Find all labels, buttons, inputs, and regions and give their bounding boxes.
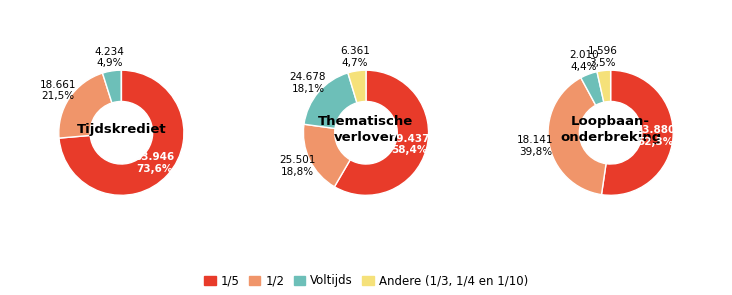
Text: 63.946
73,6%: 63.946 73,6% (135, 153, 175, 174)
Wedge shape (59, 70, 184, 195)
Text: 79.437
58,4%: 79.437 58,4% (389, 134, 430, 155)
Text: 23.880
52,3%: 23.880 52,3% (635, 125, 676, 147)
Wedge shape (304, 124, 350, 187)
Text: 18.141
39,8%: 18.141 39,8% (518, 135, 553, 157)
Text: 4.234
4,9%: 4.234 4,9% (94, 47, 124, 68)
Wedge shape (348, 70, 366, 103)
Text: 24.678
18,1%: 24.678 18,1% (290, 72, 326, 94)
Legend: 1/5, 1/2, Voltijds, Andere (1/3, 1/4 en 1/10): 1/5, 1/2, Voltijds, Andere (1/3, 1/4 en … (199, 270, 533, 292)
Text: 2.010
4,4%: 2.010 4,4% (569, 50, 599, 72)
Text: 25.501
18,8%: 25.501 18,8% (279, 155, 315, 177)
Wedge shape (548, 78, 606, 195)
Wedge shape (304, 73, 357, 129)
Wedge shape (597, 70, 610, 102)
Wedge shape (102, 70, 122, 103)
Wedge shape (602, 70, 673, 195)
Text: Tijdskrediet: Tijdskrediet (77, 123, 166, 136)
Wedge shape (59, 73, 112, 138)
Text: 6.361
4,7%: 6.361 4,7% (340, 46, 370, 68)
Text: 18.661
21,5%: 18.661 21,5% (40, 80, 76, 101)
Text: Thematische
verloven: Thematische verloven (318, 115, 414, 144)
Text: Loopbaan-
onderbreking: Loopbaan- onderbreking (560, 115, 661, 144)
Wedge shape (580, 72, 604, 105)
Wedge shape (335, 70, 428, 195)
Text: 1.596
3,5%: 1.596 3,5% (587, 46, 617, 68)
